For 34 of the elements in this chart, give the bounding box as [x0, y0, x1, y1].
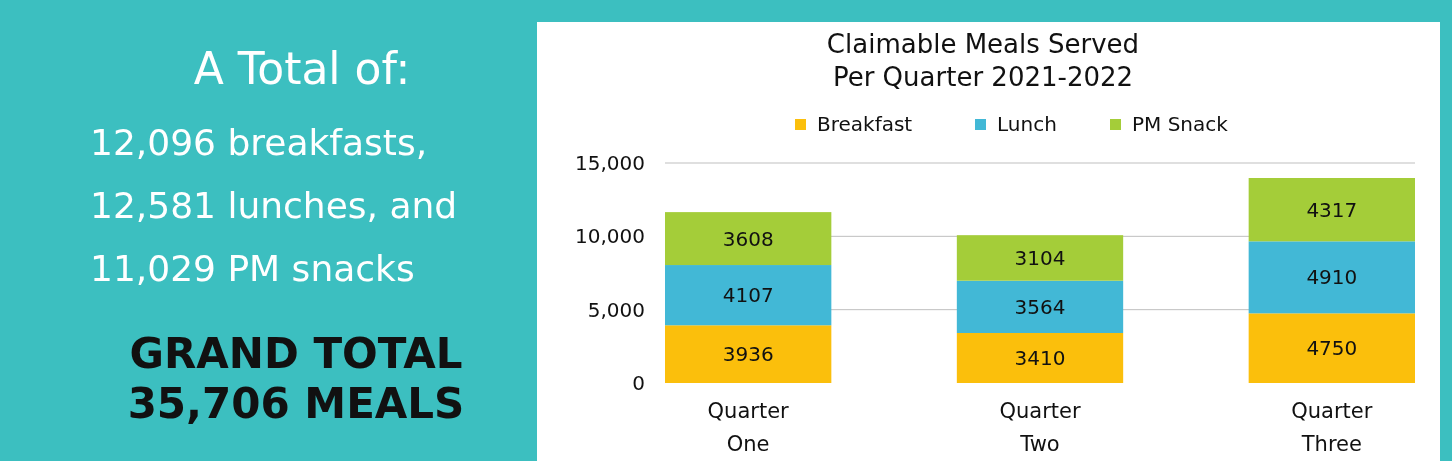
x-tick-label: Quarter One: [707, 399, 790, 456]
x-tick-label: Quarter Two: [999, 399, 1081, 456]
data-label: 4107: [722, 283, 774, 308]
bar: [956, 280, 1124, 333]
data-label: 3564: [1014, 294, 1066, 319]
text: 12,096 breakfasts,: [90, 122, 428, 163]
bar: [665, 325, 832, 383]
y-tick-label: 10,000: [575, 224, 645, 249]
y-tick-label: 0: [632, 371, 645, 395]
legend-label: Breakfast: [817, 112, 913, 136]
bar: [665, 265, 832, 326]
data-label: 4750: [1306, 336, 1358, 361]
bar: [1248, 241, 1415, 314]
text: 11,029 PM snacks: [90, 248, 415, 289]
x-tick-label: Quarter Three: [1291, 399, 1373, 456]
data-label: 3608: [722, 226, 774, 251]
data-label: 3410: [1014, 345, 1066, 370]
bar: [956, 332, 1124, 383]
text: A Total of:: [193, 43, 411, 94]
bar: [665, 212, 832, 266]
text: 12,581 lunches, and: [90, 185, 458, 226]
y-tick-label: 15,000: [575, 151, 645, 175]
data-label: 4317: [1306, 197, 1358, 222]
bar: [1248, 313, 1415, 383]
data-label: 3936: [722, 342, 774, 367]
data-label: 3104: [1014, 245, 1066, 270]
data-label: 4910: [1306, 265, 1358, 290]
chart-title: Claimable Meals Served Per Quarter 2021-2022: [826, 29, 1140, 92]
legend-label: Lunch: [997, 112, 1057, 136]
legend-label: PM Snack: [1132, 112, 1229, 136]
bar: [956, 235, 1124, 281]
y-tick-label: 5,000: [587, 297, 645, 322]
text: GRAND TOTAL 35,706 MEALS: [127, 329, 465, 428]
bar: [1248, 178, 1415, 242]
